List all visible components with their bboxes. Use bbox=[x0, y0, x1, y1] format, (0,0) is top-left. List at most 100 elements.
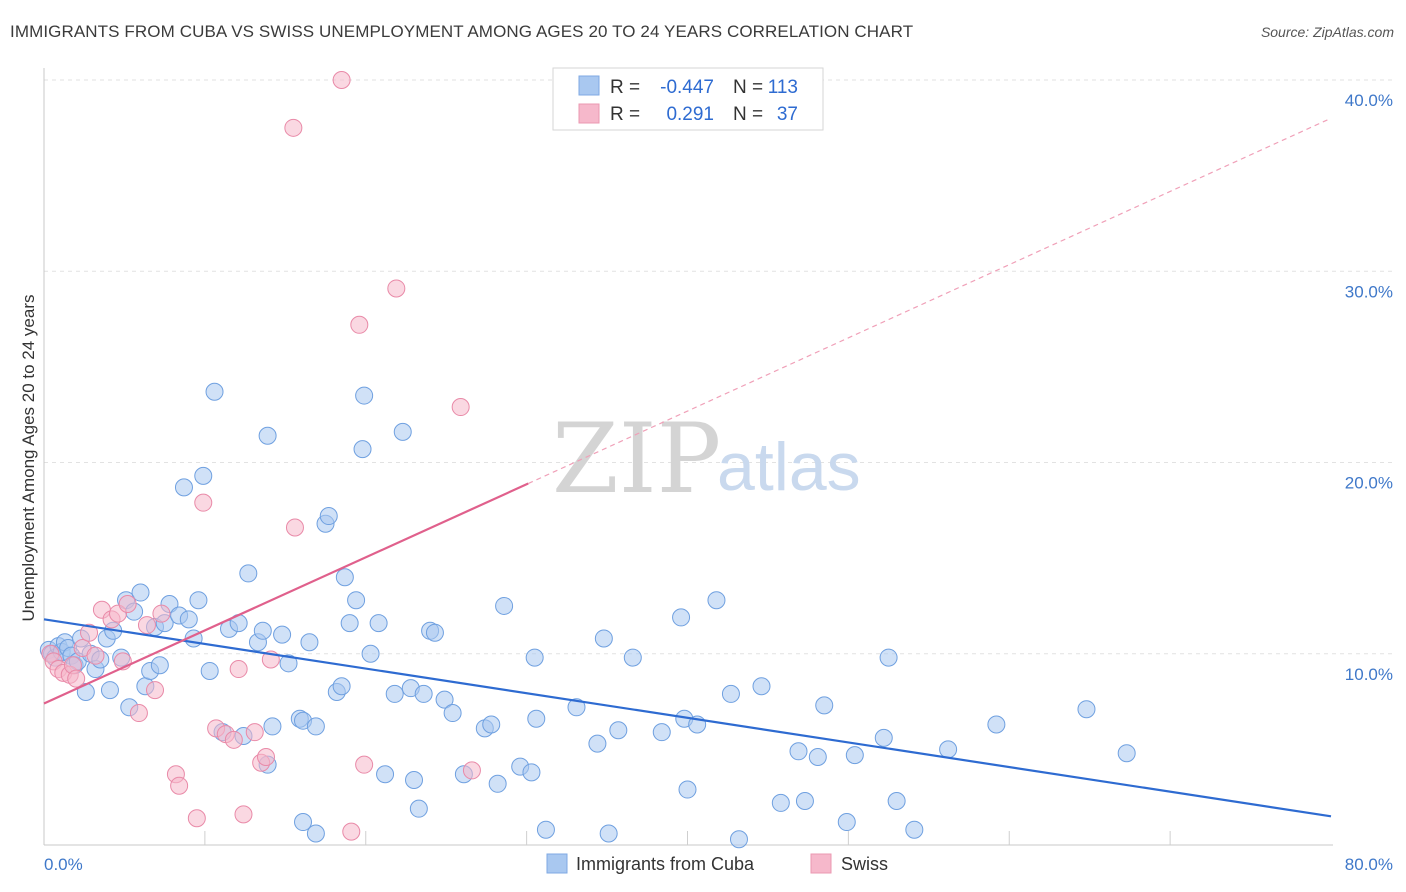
point-cuba bbox=[385, 684, 404, 703]
point-cuba bbox=[567, 698, 586, 717]
legend-r-label-cuba: R = bbox=[610, 77, 640, 98]
x-tick-marks bbox=[204, 831, 1171, 845]
point-cuba bbox=[837, 813, 856, 832]
point-swiss bbox=[118, 595, 137, 614]
point-swiss bbox=[462, 761, 481, 780]
point-cuba bbox=[335, 568, 354, 587]
point-cuba bbox=[808, 748, 827, 767]
point-cuba bbox=[205, 382, 224, 401]
x-tick-label-min: 0.0% bbox=[44, 855, 83, 874]
point-cuba bbox=[1077, 700, 1096, 719]
point-cuba bbox=[599, 824, 618, 843]
point-cuba bbox=[789, 742, 808, 761]
watermark-atlas: atlas bbox=[717, 429, 861, 505]
legend-n-label-cuba: N = bbox=[733, 77, 763, 98]
point-cuba bbox=[253, 621, 272, 640]
point-cuba bbox=[361, 644, 380, 663]
point-cuba bbox=[525, 648, 544, 667]
trend-line-cuba bbox=[43, 618, 1332, 818]
trend-lines bbox=[43, 117, 1332, 818]
legend-swatch-swiss bbox=[578, 103, 600, 124]
point-swiss bbox=[80, 623, 99, 642]
point-cuba bbox=[306, 824, 325, 843]
point-cuba bbox=[239, 564, 258, 583]
point-cuba bbox=[623, 648, 642, 667]
point-cuba bbox=[536, 820, 555, 839]
point-cuba bbox=[939, 740, 958, 759]
point-cuba bbox=[376, 765, 395, 784]
point-swiss bbox=[355, 755, 374, 774]
point-cuba bbox=[194, 466, 213, 485]
point-cuba bbox=[1117, 744, 1136, 763]
point-cuba bbox=[588, 734, 607, 753]
y-tick-label: 20.0% bbox=[1345, 474, 1393, 493]
point-cuba bbox=[721, 684, 740, 703]
point-swiss bbox=[350, 315, 369, 334]
point-swiss bbox=[152, 604, 171, 623]
point-cuba bbox=[179, 610, 198, 629]
point-cuba bbox=[987, 715, 1006, 734]
point-swiss bbox=[137, 616, 156, 635]
point-cuba bbox=[409, 799, 428, 818]
point-swiss bbox=[234, 805, 253, 824]
point-cuba bbox=[443, 704, 462, 723]
point-swiss bbox=[332, 71, 351, 89]
point-cuba bbox=[815, 696, 834, 715]
legend-n-value-swiss: 37 bbox=[777, 104, 798, 125]
y-tick-label: 10.0% bbox=[1345, 665, 1393, 684]
correlation-legend: R = -0.447 N = 113 R = 0.291 N = 37 bbox=[552, 67, 824, 131]
point-cuba bbox=[273, 625, 292, 644]
point-cuba bbox=[353, 440, 372, 459]
y-tick-label: 40.0% bbox=[1345, 91, 1393, 110]
point-cuba bbox=[393, 422, 412, 441]
legend-r-label-swiss: R = bbox=[610, 104, 640, 125]
bottom-legend-swatch-cuba bbox=[546, 853, 568, 874]
bottom-legend-label-swiss: Swiss bbox=[841, 854, 888, 874]
point-swiss bbox=[451, 398, 470, 417]
point-cuba bbox=[279, 654, 298, 673]
point-cuba bbox=[874, 728, 893, 747]
point-swiss bbox=[224, 730, 243, 749]
point-cuba bbox=[495, 596, 514, 615]
y-tick-labels: 10.0% 20.0% 30.0% 40.0% bbox=[1345, 91, 1393, 684]
point-cuba bbox=[795, 792, 814, 811]
point-cuba bbox=[100, 681, 119, 700]
point-cuba bbox=[488, 774, 507, 793]
point-cuba bbox=[879, 648, 898, 667]
trend-extension-swiss bbox=[527, 117, 1332, 485]
point-cuba bbox=[527, 709, 546, 728]
point-cuba bbox=[355, 386, 374, 405]
legend-n-label-swiss: N = bbox=[733, 104, 763, 125]
legend-n-value-cuba: 113 bbox=[768, 77, 798, 98]
point-cuba bbox=[340, 614, 359, 633]
point-cuba bbox=[263, 717, 282, 736]
point-cuba bbox=[200, 661, 219, 680]
bottom-legend-label-cuba: Immigrants from Cuba bbox=[576, 854, 755, 874]
legend-swatch-cuba bbox=[578, 75, 600, 96]
point-swiss bbox=[257, 748, 276, 767]
point-swiss bbox=[285, 518, 304, 537]
point-swiss bbox=[67, 669, 86, 688]
point-cuba bbox=[258, 426, 277, 445]
point-cuba bbox=[131, 583, 150, 602]
point-cuba bbox=[752, 677, 771, 696]
x-tick-label-max: 80.0% bbox=[1345, 855, 1393, 874]
point-cuba bbox=[306, 717, 325, 736]
point-cuba bbox=[189, 591, 208, 610]
point-cuba bbox=[347, 591, 366, 610]
point-cuba bbox=[652, 723, 671, 742]
point-swiss bbox=[187, 809, 206, 828]
point-swiss bbox=[129, 704, 148, 723]
point-cuba bbox=[771, 793, 790, 812]
trend-line-swiss bbox=[43, 482, 529, 705]
point-cuba bbox=[609, 721, 628, 740]
point-cuba bbox=[294, 813, 313, 832]
point-swiss bbox=[170, 776, 189, 795]
point-cuba bbox=[887, 792, 906, 811]
y-axis-label: Unemployment Among Ages 20 to 24 years bbox=[19, 295, 38, 622]
source-credit: Source: ZipAtlas.com bbox=[1260, 24, 1394, 40]
point-cuba bbox=[425, 623, 444, 642]
point-cuba bbox=[332, 677, 351, 696]
point-cuba bbox=[414, 684, 433, 703]
